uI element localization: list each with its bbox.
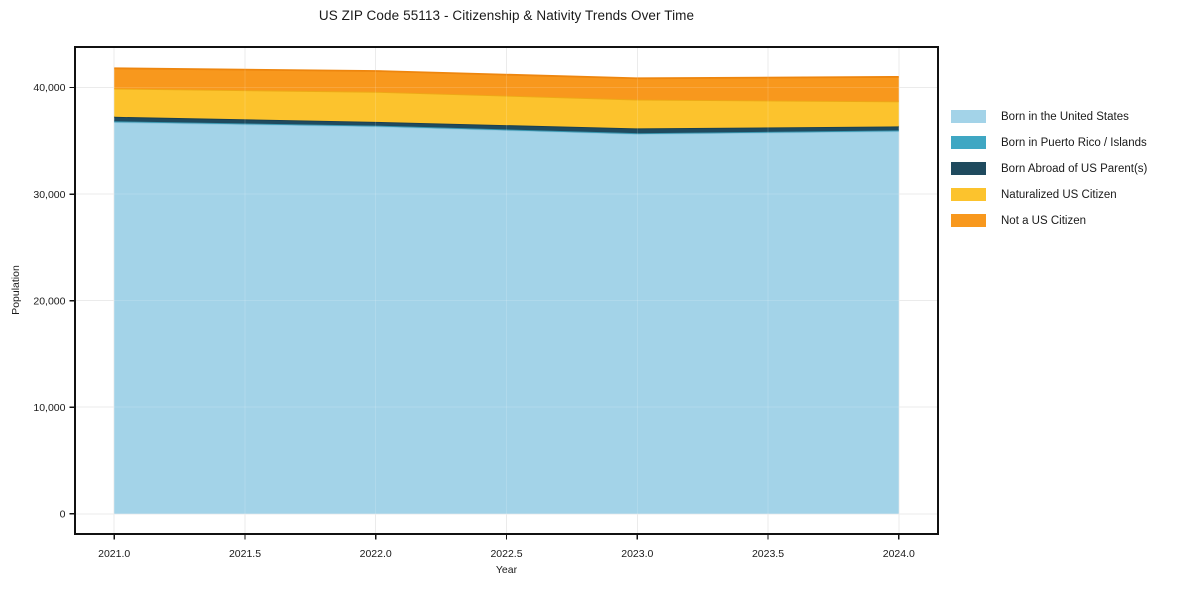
legend-swatch: [951, 188, 986, 201]
legend-label: Born in Puerto Rico / Islands: [1001, 136, 1147, 149]
x-tick-label: 2023.0: [621, 548, 653, 560]
legend-swatch: [951, 136, 986, 149]
legend-swatch: [951, 110, 986, 123]
legend-item: Not a US Citizen: [951, 214, 1147, 227]
x-tick-label: 2024.0: [883, 548, 915, 560]
x-tick-label: 2023.5: [752, 548, 784, 560]
legend: Born in the United States Born in Puerto …: [951, 110, 1147, 240]
chart-title: US ZIP Code 55113 - Citizenship & Nativi…: [318, 8, 695, 23]
legend-item: Born in the United States: [951, 110, 1147, 123]
x-axis-label: Year: [495, 564, 518, 576]
legend-swatch: [951, 214, 986, 227]
x-tick-label: 2022.5: [490, 548, 522, 560]
y-tick-label: 40,000: [33, 82, 65, 94]
legend-item: Born Abroad of US Parent(s): [951, 162, 1147, 175]
y-tick-label: 30,000: [33, 189, 65, 201]
legend-item: Naturalized US Citizen: [951, 188, 1147, 201]
area-edge-not-a-us-citizen: [114, 67, 899, 80]
x-tick-label: 2021.5: [229, 548, 261, 560]
legend-label: Born Abroad of US Parent(s): [1001, 162, 1148, 175]
area-not-a-us-citizen: [114, 68, 899, 102]
y-axis-label: Population: [10, 265, 22, 315]
legend-swatch: [951, 162, 986, 175]
y-tick-label: 20,000: [33, 295, 65, 307]
legend-label: Not a US Citizen: [1001, 214, 1087, 227]
y-tick-label: 0: [60, 509, 66, 521]
legend-label: Naturalized US Citizen: [1001, 188, 1117, 201]
x-tick-label: 2021.0: [98, 548, 130, 560]
x-tick-label: 2022.0: [360, 548, 392, 560]
legend-item: Born in Puerto Rico / Islands: [951, 136, 1147, 149]
area-naturalized-us-citizen: [114, 88, 899, 129]
y-tick-label: 10,000: [33, 402, 65, 414]
area-born-in-the-united-states: [114, 122, 899, 514]
legend-label: Born in the United States: [1001, 110, 1129, 123]
